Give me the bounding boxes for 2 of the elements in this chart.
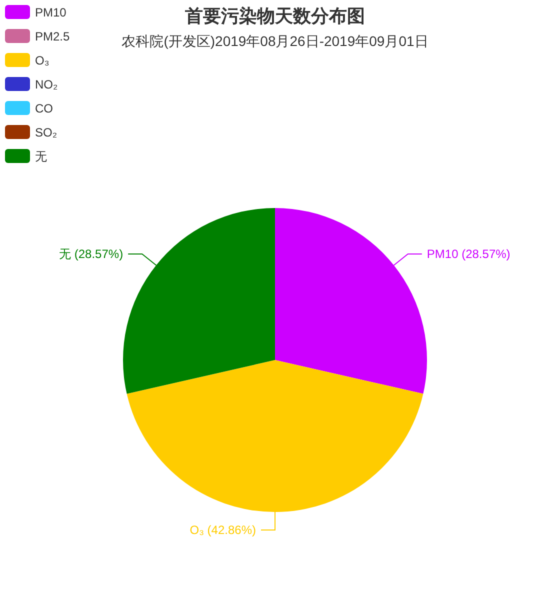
title: 首要污染物天数分布图	[185, 6, 365, 26]
subtitle: 农科院(开发区)2019年08月26日-2019年09月01日	[122, 33, 428, 49]
